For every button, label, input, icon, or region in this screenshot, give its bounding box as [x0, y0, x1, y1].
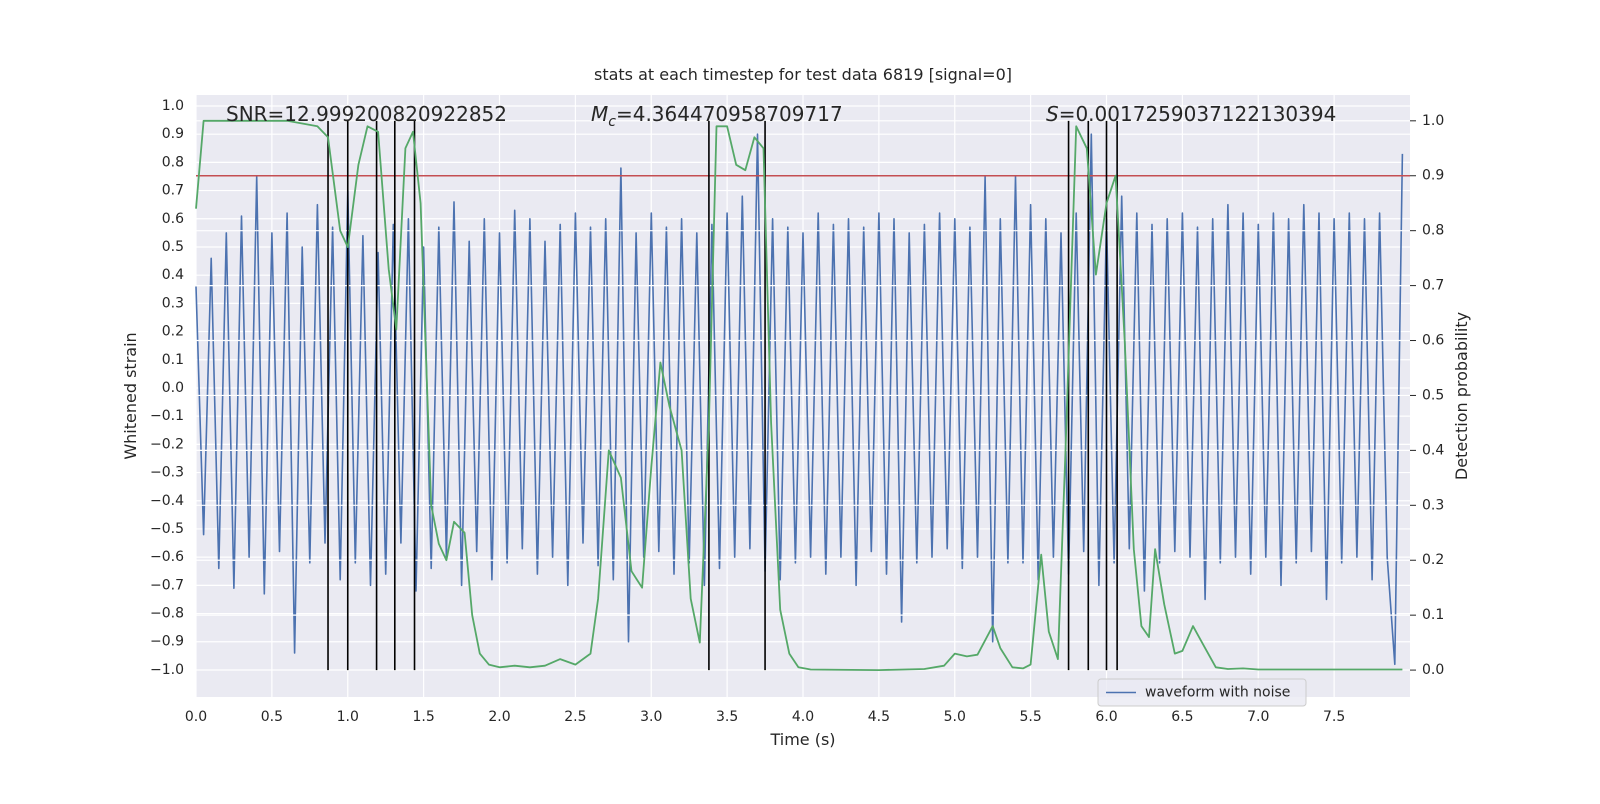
annotation-text: SNR=12.999200820922852 [226, 102, 507, 126]
x-tick-label: 7.5 [1323, 709, 1345, 725]
y2-tick-label: 0.8 [1422, 223, 1444, 239]
x-tick-label: 2.0 [488, 709, 510, 725]
y-tick-label: 0.0 [162, 380, 184, 396]
annotation-symbol: M [591, 102, 608, 126]
annotation-subscript: c [608, 114, 616, 130]
annotation: Mc=4.364470958709717 [591, 102, 843, 130]
y2-tick-label: 0.3 [1422, 497, 1444, 513]
series-line [195, 119, 1403, 671]
y-tick-label: −0.3 [150, 465, 184, 481]
x-tick-label: 1.0 [337, 709, 359, 725]
x-tick-label: 1.5 [412, 709, 434, 725]
chart-title: stats at each timestep for test data 681… [594, 65, 1012, 84]
y-tick-label: 0.8 [162, 154, 184, 170]
y-tick-label: 0.3 [162, 295, 184, 311]
x-tick-label: 6.5 [1171, 709, 1193, 725]
y2-tick-label: 0.0 [1422, 662, 1444, 678]
y2-tick-label: 0.4 [1422, 442, 1444, 458]
y-tick-label: −0.2 [150, 436, 184, 452]
x-tick-label: 2.5 [564, 709, 586, 725]
x-tick-label: 5.0 [944, 709, 966, 725]
y2-tick-label: 0.9 [1422, 168, 1444, 184]
annotation: SNR=12.999200820922852 [226, 102, 507, 126]
y2-tick-label: 0.6 [1422, 333, 1444, 349]
x-tick-label: 0.0 [185, 709, 207, 725]
y2-axis-label: Detection probability [1452, 312, 1471, 480]
annotation: S=0.0017259037122130394 [1046, 102, 1336, 126]
legend: waveform with noise [1097, 678, 1307, 707]
y-tick-label: −0.9 [150, 634, 184, 650]
y-tick-label: 0.4 [162, 267, 184, 283]
y-tick-label: 0.6 [162, 211, 184, 227]
x-tick-label: 7.0 [1247, 709, 1269, 725]
series-line [195, 133, 1404, 666]
y-tick-label: −0.6 [150, 549, 184, 565]
y-tick-label: 0.5 [162, 239, 184, 255]
y-tick-label: −1.0 [150, 662, 184, 678]
legend-label: waveform with noise [1145, 685, 1290, 701]
y2-tick-label: 0.2 [1422, 552, 1444, 568]
x-tick-label: 4.5 [868, 709, 890, 725]
annotation-text: =4.364470958709717 [616, 102, 843, 126]
y-axis-label: Whitened strain [121, 332, 140, 459]
y2-tick-label: 0.7 [1422, 278, 1444, 294]
x-tick-label: 3.0 [640, 709, 662, 725]
legend-box [1097, 678, 1307, 707]
y-tick-label: −0.1 [150, 408, 184, 424]
y-tick-label: 0.7 [162, 183, 184, 199]
annotation-symbol: S [1046, 102, 1059, 126]
y2-tick-label: 1.0 [1422, 113, 1444, 129]
y2-tick-label: 0.1 [1422, 607, 1444, 623]
x-tick-label: 3.5 [716, 709, 738, 725]
y-tick-label: 1.0 [162, 98, 184, 114]
annotation-text: =0.0017259037122130394 [1059, 102, 1337, 126]
y-tick-label: −0.8 [150, 606, 184, 622]
x-tick-label: 6.0 [1095, 709, 1117, 725]
y-tick-label: −0.5 [150, 521, 184, 537]
x-tick-label: 0.5 [261, 709, 283, 725]
x-tick-label: 5.5 [1019, 709, 1041, 725]
y-tick-label: 0.1 [162, 352, 184, 368]
y-tick-label: 0.9 [162, 126, 184, 142]
y-tick-label: −0.7 [150, 577, 184, 593]
y-tick-label: 0.2 [162, 324, 184, 340]
x-tick-label: 4.0 [792, 709, 814, 725]
y-tick-label: −0.4 [150, 493, 184, 509]
y2-tick-label: 0.5 [1422, 387, 1444, 403]
x-axis-label: Time (s) [769, 730, 835, 749]
